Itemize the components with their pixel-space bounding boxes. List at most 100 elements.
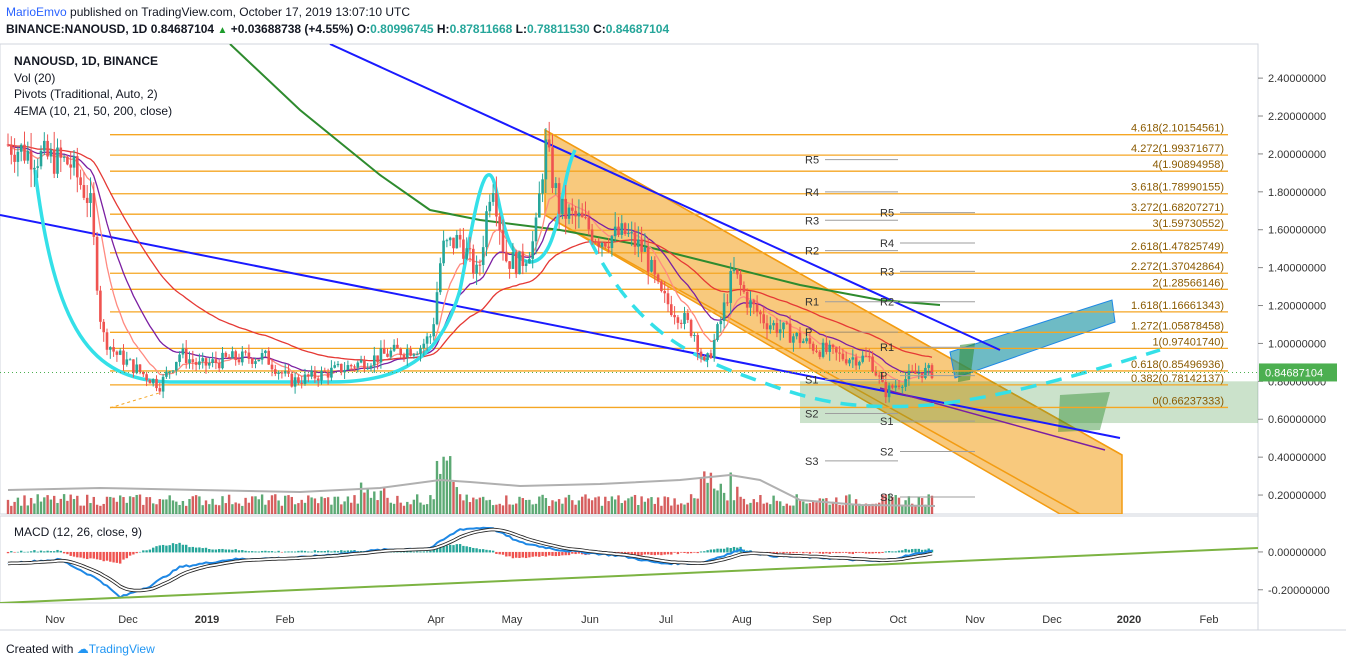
candle-body	[439, 263, 442, 293]
volume-bar	[432, 499, 435, 514]
volume-bar	[505, 495, 508, 514]
low-value: 0.78811530	[526, 22, 590, 36]
macd-histogram-bar	[155, 546, 158, 553]
macd-histogram-bar	[567, 551, 571, 556]
candle-body	[231, 351, 234, 359]
pivot-label: R1	[805, 297, 819, 309]
macd-histogram-bar	[69, 551, 72, 556]
macd-histogram-bar	[13, 551, 16, 553]
volume-bar	[835, 497, 838, 514]
macd-histogram-bar	[208, 548, 211, 553]
macd-histogram-bar	[350, 550, 353, 553]
candle-body	[363, 360, 366, 370]
macd-histogram-bar	[812, 551, 815, 553]
volume-bar	[851, 504, 854, 514]
volume-bar	[838, 505, 841, 514]
volume-bar	[614, 499, 617, 514]
footer-created-with: Created with	[6, 642, 74, 656]
volume-bar	[689, 494, 693, 514]
candle-body	[491, 193, 495, 202]
volume-bar	[538, 496, 541, 514]
volume-bar	[33, 503, 36, 514]
time-tick-label: Feb	[276, 614, 295, 626]
macd-histogram-bar	[128, 551, 132, 556]
macd-histogram-bar	[802, 551, 805, 554]
volume-bar	[13, 501, 16, 514]
volume-bar	[491, 505, 495, 514]
pivot-label: R5	[880, 208, 894, 220]
candle-body	[79, 177, 82, 186]
macd-histogram-bar	[623, 551, 627, 554]
volume-bar	[577, 500, 581, 514]
macd-histogram-bar	[59, 550, 62, 553]
time-tick-label: Jun	[581, 614, 599, 626]
volume-bar	[600, 505, 604, 514]
macd-histogram-bar	[858, 551, 861, 553]
author-link[interactable]: MarioEmvo	[6, 5, 67, 19]
volume-bar	[171, 500, 175, 514]
macd-histogram-bar	[53, 551, 56, 553]
legend-pivots[interactable]: Pivots (Traditional, Auto, 2)	[14, 87, 158, 101]
volume-bar	[716, 490, 719, 514]
volume-bar	[518, 496, 521, 514]
candle-body	[175, 361, 178, 371]
candle-body	[749, 300, 752, 308]
volume-bar	[340, 504, 343, 514]
footer-brand[interactable]: TradingView	[88, 642, 155, 656]
volume-bar	[485, 500, 488, 514]
candle-body	[897, 385, 901, 387]
candle-body	[577, 212, 581, 217]
volume-bar	[709, 472, 713, 514]
candle-body	[382, 348, 386, 354]
volume-bar	[191, 496, 194, 514]
macd-pane[interactable]	[0, 515, 1259, 604]
pivot-label: S2	[805, 409, 818, 421]
volume-bar	[884, 494, 887, 514]
candle-body	[808, 338, 812, 344]
volume-bar	[841, 505, 845, 514]
volume-bar	[769, 504, 772, 514]
candle-body	[851, 357, 855, 360]
candle-body	[217, 363, 221, 369]
candle-body	[580, 212, 584, 218]
candle-body	[521, 251, 525, 266]
candle-body	[574, 210, 577, 217]
macd-histogram-bar	[234, 549, 237, 553]
macd-histogram-bar	[419, 551, 422, 553]
volume-bar	[241, 505, 244, 514]
legend-macd[interactable]: MACD (12, 26, close, 9)	[14, 525, 143, 539]
macd-tick-label: 0.00000000	[1268, 547, 1326, 559]
volume-bar	[102, 503, 105, 514]
legend-title[interactable]: NANOUSD, 1D, BINANCE	[14, 54, 159, 68]
candle-body	[320, 370, 323, 381]
macd-histogram-bar	[138, 551, 142, 553]
macd-histogram-bar	[62, 551, 66, 554]
macd-histogram-bar	[300, 550, 303, 553]
volume-bar	[251, 496, 254, 514]
candle-body	[102, 321, 105, 333]
volume-bar	[914, 505, 917, 514]
macd-histogram-bar	[726, 547, 729, 553]
macd-histogram-bar	[627, 551, 630, 556]
macd-histogram-bar	[884, 551, 887, 553]
price-tick-label: 0.20000000	[1268, 490, 1326, 502]
macd-histogram-bar	[178, 542, 181, 553]
macd-histogram-bar	[36, 551, 39, 553]
macd-tick-label: -0.20000000	[1268, 585, 1330, 597]
macd-histogram-bar	[89, 551, 92, 559]
candle-body	[610, 236, 614, 249]
up-arrow-icon: ▲	[217, 25, 228, 36]
tradingview-logo-icon[interactable]: ☁	[76, 642, 89, 656]
macd-histogram-bar	[346, 550, 350, 553]
candle-body	[72, 156, 76, 168]
macd-histogram-bar	[551, 551, 554, 556]
candle-body	[36, 166, 39, 168]
candle-body	[267, 350, 270, 365]
legend-volume[interactable]: Vol (20)	[14, 71, 56, 85]
macd-histogram-bar	[82, 551, 86, 559]
candle-body	[564, 198, 567, 219]
candle-body	[729, 271, 732, 303]
legend-ema[interactable]: 4EMA (10, 21, 50, 200, close)	[14, 104, 173, 118]
candle-body	[297, 377, 300, 383]
